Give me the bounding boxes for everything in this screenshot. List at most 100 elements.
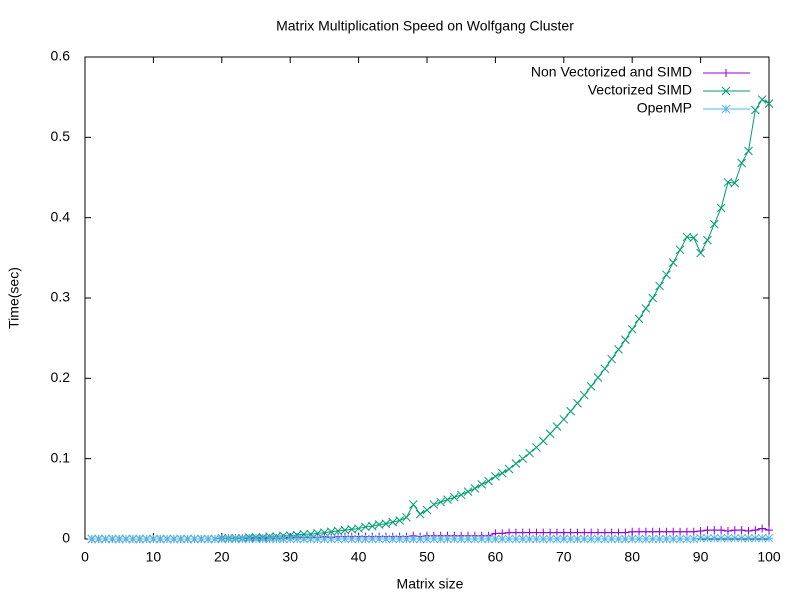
x-tick-label: 0 [81,549,89,565]
point-marker [765,526,773,535]
point-marker [443,534,452,544]
legend-marker [721,104,731,114]
point-marker [121,534,131,544]
point-marker [190,534,199,544]
x-tick-label: 100 [757,549,781,565]
point-marker [504,534,514,544]
point-marker [285,534,295,544]
point-marker [292,534,302,544]
point-marker [655,534,664,544]
point-marker [723,533,733,543]
point-marker [744,533,753,543]
point-marker [573,534,582,544]
point-marker [477,480,487,489]
point-marker [621,335,630,345]
point-marker [628,527,637,536]
point-marker [751,526,760,535]
point-marker [491,471,500,481]
point-marker [436,497,446,507]
point-marker [443,495,452,504]
point-marker [94,534,104,544]
point-marker [586,534,596,544]
x-tick-label: 30 [282,549,298,565]
point-marker [142,534,151,544]
point-marker [689,534,699,544]
point-marker [477,534,487,544]
point-marker [696,526,705,535]
point-marker [408,534,418,544]
point-marker [566,534,575,544]
x-tick-label: 70 [556,549,572,565]
point-marker [169,534,179,544]
point-marker [696,248,705,258]
point-marker [463,534,473,544]
point-marker [641,534,651,544]
point-marker [750,105,760,115]
point-marker [703,533,712,543]
y-tick-label: 0 [62,530,70,546]
point-marker [641,304,651,313]
point-marker [511,534,521,544]
y-tick-label: 0.5 [51,128,71,144]
point-marker [374,534,384,544]
point-marker [545,534,555,544]
point-marker [730,178,740,188]
point-marker [381,519,391,529]
point-marker [354,534,363,544]
point-marker [511,459,521,468]
legend-label: Vectorized SIMD [588,82,692,98]
point-marker [518,454,528,464]
point-marker [600,534,610,544]
point-marker [709,533,719,543]
point-marker [634,314,644,324]
point-marker [395,516,404,525]
point-marker [634,534,644,544]
point-marker [689,233,699,243]
point-marker [668,258,678,268]
point-marker [579,390,589,400]
point-marker [600,364,610,374]
point-marker [217,534,227,544]
point-marker [367,534,377,544]
point-marker [614,345,623,354]
point-marker [737,533,746,543]
point-marker [737,526,746,535]
point-marker [408,500,418,509]
point-marker [231,534,240,544]
point-marker [744,526,753,535]
point-marker [662,534,671,544]
point-marker [525,534,534,544]
point-marker [573,398,582,408]
x-tick-label: 90 [693,549,709,565]
point-marker [354,524,363,533]
point-marker [470,534,480,544]
point-marker [648,534,658,544]
point-marker [381,534,391,544]
point-marker [648,293,658,303]
point-marker [210,534,220,544]
point-marker [470,484,480,493]
point-marker [723,526,732,535]
point-marker [422,505,432,515]
legend-marker [722,69,730,77]
point-marker [272,534,281,544]
point-marker [545,429,555,439]
point-marker [717,526,726,535]
point-marker [162,534,172,544]
point-marker [757,533,767,543]
x-tick-label: 50 [419,549,435,565]
point-marker [579,534,589,544]
point-marker [744,146,753,156]
point-marker [669,527,678,536]
chart-title: Matrix Multiplication Speed on Wolfgang … [276,18,574,34]
point-marker [279,534,288,544]
legend-label: OpenMP [637,100,692,116]
point-marker [518,534,528,544]
point-marker [361,534,370,544]
point-marker [402,512,411,522]
point-marker [648,527,657,536]
y-tick-label: 0.3 [51,289,71,305]
point-marker [456,534,466,544]
x-tick-label: 60 [488,549,504,565]
